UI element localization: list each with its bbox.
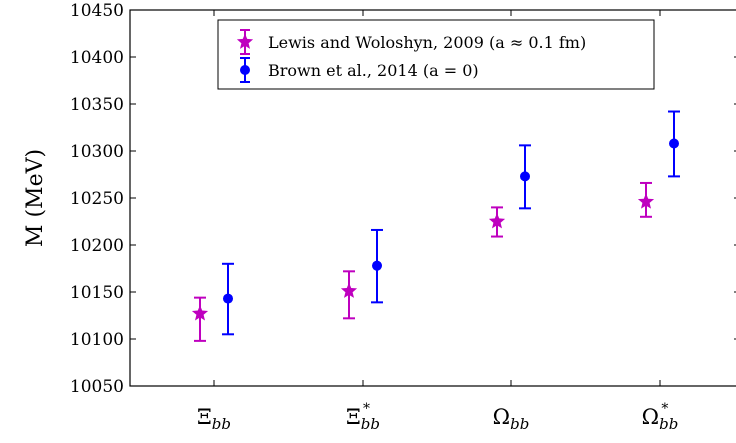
y-tick-label: 10150 [70, 283, 124, 303]
data-point-star [637, 193, 655, 209]
legend-entry: Brown et al., 2014 (a = 0) [240, 57, 479, 83]
data-point-star [488, 213, 506, 229]
y-tick-label: 10200 [70, 236, 124, 256]
x-tick-label: Ξbb [197, 405, 231, 433]
x-tick-label: Ωbb [493, 405, 530, 433]
legend-box [217, 19, 655, 90]
y-tick-label: 10300 [70, 142, 124, 162]
y-axis-ticks: 10050 10100 10150 10200 10250 10300 10350 10400… [70, 1, 736, 397]
x-tick-label: Ωbb* [642, 401, 679, 433]
legend-label: Lewis and Woloshyn, 2009 (a ≈ 0.1 fm) [268, 33, 586, 52]
data-point-circle [520, 171, 530, 182]
y-axis-title: M (MeV) [23, 149, 48, 247]
data-point-circle [372, 260, 382, 271]
series-lewis-woloshyn [191, 181, 655, 342]
x-axis-ticks: Ξbb Ξbb* Ωbb Ωbb* [197, 10, 678, 433]
data-point-star [191, 305, 209, 321]
y-tick-label: 10100 [70, 330, 124, 350]
legend-entry: Lewis and Woloshyn, 2009 (a ≈ 0.1 fm) [236, 29, 586, 55]
y-tick-label: 10050 [70, 377, 124, 397]
y-tick-label: 10450 [70, 1, 124, 21]
series-layer [191, 110, 680, 342]
y-tick-label: 10400 [70, 48, 124, 68]
series-brown [222, 110, 680, 336]
y-tick-label: 10350 [70, 95, 124, 115]
data-point-star [340, 282, 358, 298]
legend: Lewis and Woloshyn, 2009 (a ≈ 0.1 fm) Bro… [217, 19, 655, 90]
x-tick-label: Ξbb* [346, 401, 380, 433]
legend-marker-star [236, 33, 254, 49]
data-point-circle [669, 138, 679, 149]
legend-marker-circle [240, 65, 250, 75]
legend-label: Brown et al., 2014 (a = 0) [268, 61, 479, 80]
y-tick-label: 10250 [70, 189, 124, 209]
data-point-circle [223, 293, 233, 304]
